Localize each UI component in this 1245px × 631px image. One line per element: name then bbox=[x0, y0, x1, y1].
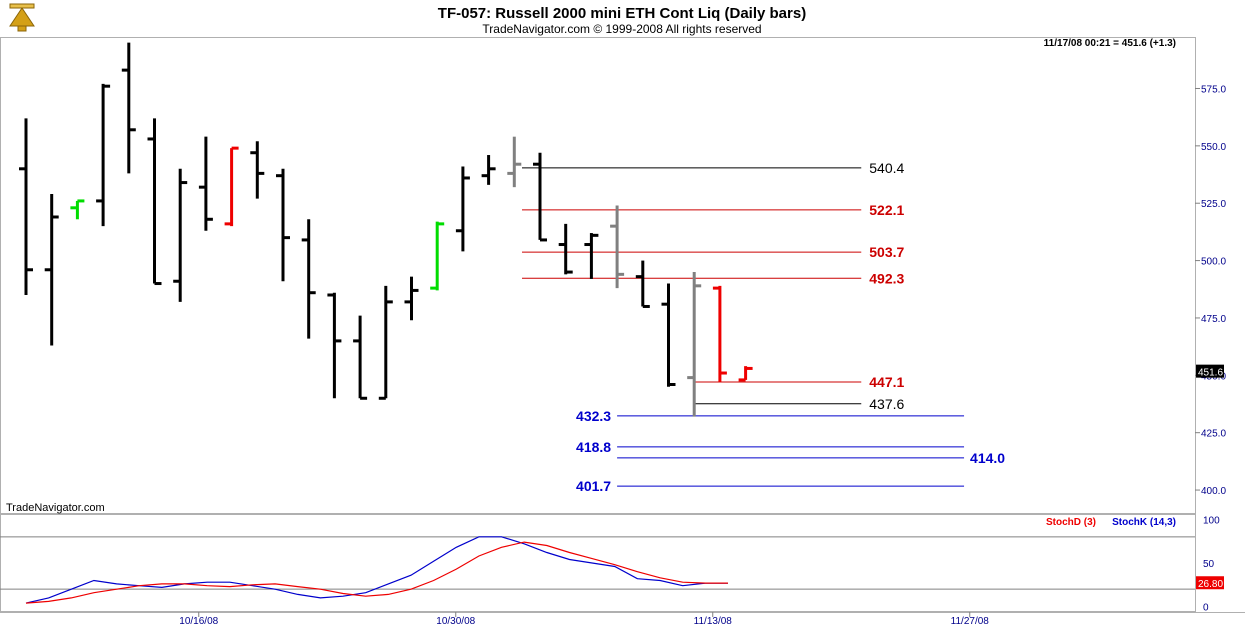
date-tick-label: 11/13/08 bbox=[694, 616, 733, 627]
ohlc-bar bbox=[404, 276, 419, 321]
ohlc-bar bbox=[121, 42, 136, 174]
chart-subtitle: TradeNavigator.com © 1999-2008 All right… bbox=[482, 22, 761, 36]
stochastic-lines: 100 50 0 26.80 bbox=[0, 515, 1224, 614]
level-label: 503.7 bbox=[869, 244, 904, 260]
level-label: 414.0 bbox=[970, 450, 1005, 466]
ohlc-bar bbox=[70, 199, 85, 220]
ohlc-bar bbox=[198, 136, 213, 231]
watermark-text: TradeNavigator.com bbox=[6, 502, 105, 514]
ohlc-bar bbox=[738, 366, 753, 382]
price-tick-label: 500.0 bbox=[1201, 257, 1226, 268]
price-tick-label: 425.0 bbox=[1201, 429, 1226, 440]
ohlc-bar bbox=[635, 260, 650, 308]
level-label: 492.3 bbox=[869, 270, 904, 286]
stoch-tick-label: 0 bbox=[1203, 603, 1209, 614]
level-label: 540.4 bbox=[869, 160, 904, 176]
stochastic-panel bbox=[0, 514, 1196, 612]
ohlc-bar bbox=[533, 152, 547, 242]
last-price-box bbox=[1196, 364, 1224, 378]
price-tick-label: 525.0 bbox=[1201, 199, 1226, 210]
trade-navigator-logo bbox=[9, 3, 35, 32]
price-axis: 575.0550.0525.0500.0475.0450.0425.0400.0… bbox=[1195, 84, 1226, 497]
price-tick-label: 475.0 bbox=[1201, 314, 1226, 325]
last-price-label: 451.6 bbox=[1198, 368, 1223, 379]
legend-stochd: StochD (3) bbox=[1046, 517, 1096, 528]
ohlc-bar bbox=[481, 155, 496, 185]
date-axis: 10/16/08 10/30/08 11/13/08 11/27/08 bbox=[179, 612, 989, 627]
ohlc-bar bbox=[96, 83, 111, 227]
level-label: 401.7 bbox=[576, 478, 611, 494]
ohlc-bar bbox=[712, 285, 727, 383]
fibonacci-levels: 540.4 522.1 503.7 492.3 447.1 437.6 432.3 418.8… bbox=[522, 160, 1005, 494]
date-tick-label: 11/27/08 bbox=[951, 616, 990, 627]
ohlc-bar bbox=[687, 272, 702, 417]
ohlc-bar bbox=[301, 219, 316, 339]
ohlc-bar bbox=[44, 194, 59, 346]
stoch-last-label: 26.80 bbox=[1198, 579, 1223, 590]
level-label: 447.1 bbox=[869, 374, 904, 390]
stoch-tick-label: 50 bbox=[1203, 559, 1215, 570]
legend-stochk: StochK (14,3) bbox=[1112, 517, 1176, 528]
stochk-line bbox=[25, 536, 728, 604]
ohlc-bar bbox=[327, 292, 342, 399]
chart-title: TF-057: Russell 2000 mini ETH Cont Liq (… bbox=[438, 5, 806, 22]
ohlc-bar bbox=[224, 146, 239, 227]
level-label: 437.6 bbox=[869, 396, 904, 412]
ohlc-bar bbox=[455, 166, 470, 252]
ohlc-bar bbox=[584, 233, 599, 279]
level-label: 522.1 bbox=[869, 202, 904, 218]
ohlc-bar bbox=[173, 168, 188, 302]
price-tick-label: 400.0 bbox=[1201, 486, 1226, 497]
last-quote: 11/17/08 00:21 = 451.6 (+1.3) bbox=[1044, 38, 1176, 49]
ohlc-bar bbox=[250, 141, 265, 199]
ohlc-bar bbox=[19, 118, 33, 296]
ohlc-bar bbox=[430, 221, 445, 291]
level-label: 432.3 bbox=[576, 408, 611, 424]
price-tick-label: 575.0 bbox=[1201, 84, 1226, 95]
date-tick-label: 10/16/08 bbox=[179, 616, 218, 627]
date-tick-label: 10/30/08 bbox=[436, 616, 475, 627]
ohlc-bar bbox=[147, 118, 162, 286]
header-bar bbox=[0, 0, 1245, 37]
level-label: 418.8 bbox=[576, 439, 611, 455]
ohlc-bars bbox=[19, 42, 753, 417]
stoch-last-box bbox=[1196, 576, 1224, 590]
ohlc-bar bbox=[378, 285, 393, 400]
stochd-line bbox=[25, 541, 728, 604]
stoch-tick-label: 100 bbox=[1203, 515, 1220, 526]
ohlc-bar bbox=[661, 283, 676, 387]
ohlc-bar bbox=[276, 168, 290, 282]
ohlc-bar bbox=[507, 136, 522, 188]
ohlc-bar bbox=[610, 205, 625, 289]
price-tick-label: 550.0 bbox=[1201, 142, 1226, 153]
ohlc-bar bbox=[558, 223, 573, 275]
ohlc-bar bbox=[353, 315, 368, 400]
